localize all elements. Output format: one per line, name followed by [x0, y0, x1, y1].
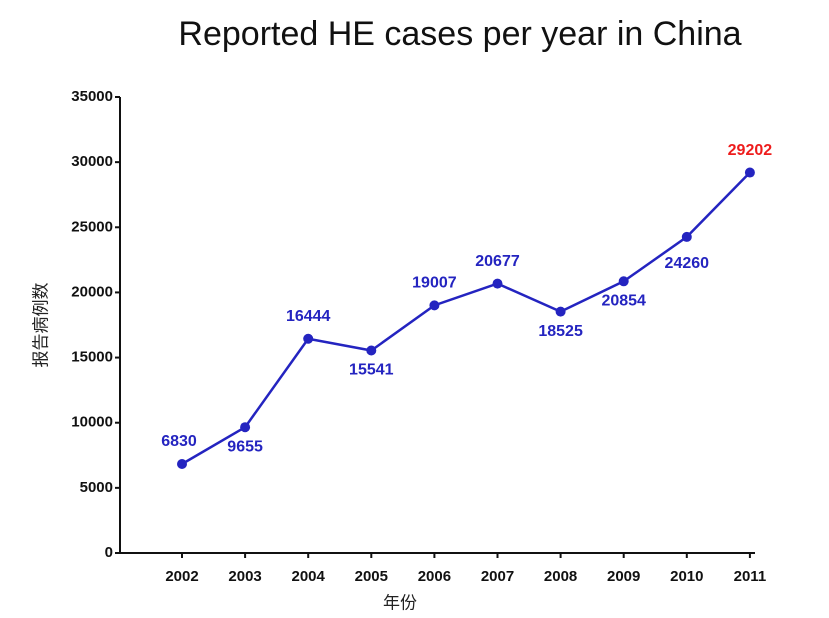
data-label: 18525 — [538, 323, 583, 340]
y-tick-label: 25000 — [71, 218, 113, 235]
data-point — [429, 300, 440, 311]
x-tick-label: 2006 — [418, 568, 451, 585]
y-tick-label: 15000 — [71, 349, 113, 366]
series-line — [181, 171, 751, 466]
y-tick-label: 35000 — [71, 88, 113, 105]
data-point — [744, 167, 755, 178]
data-point — [177, 459, 187, 470]
y-axis-label: 报告病例数 — [31, 283, 50, 368]
data-point — [555, 306, 566, 317]
x-tick-label: 2008 — [544, 568, 577, 585]
data-point — [492, 278, 503, 289]
data-label: 9655 — [227, 438, 263, 455]
x-tick-label: 2005 — [355, 568, 388, 585]
data-label: 6830 — [161, 433, 197, 450]
y-tick-label: 10000 — [71, 414, 113, 431]
data-label: 19007 — [412, 275, 457, 292]
x-tick-label: 2011 — [734, 568, 767, 585]
y-tick-label: 5000 — [80, 479, 113, 496]
y-tick-label: 30000 — [71, 153, 113, 170]
y-tick-label: 0 — [105, 544, 113, 561]
x-tick-label: 2003 — [228, 568, 261, 585]
x-tick-label: 2009 — [607, 568, 640, 585]
y-tick-label: 20000 — [71, 283, 113, 300]
x-axis-label: 年份 — [383, 593, 417, 612]
x-tick-label: 2004 — [292, 568, 326, 585]
data-point — [240, 422, 251, 433]
data-point — [366, 345, 377, 356]
chart-title: Reported HE cases per year in China — [178, 15, 741, 53]
data-label: 20677 — [475, 253, 520, 270]
data-label: 29202 — [728, 142, 773, 159]
data-label: 16444 — [286, 308, 331, 325]
data-label: 24260 — [665, 255, 710, 272]
x-tick-label: 2007 — [481, 568, 514, 585]
data-point — [618, 276, 629, 287]
data-label: 15541 — [349, 362, 394, 379]
data-point — [681, 231, 692, 242]
data-label: 20854 — [601, 293, 646, 310]
data-point — [303, 333, 314, 344]
x-tick-label: 2002 — [165, 568, 198, 585]
x-tick-label: 2010 — [670, 568, 703, 585]
